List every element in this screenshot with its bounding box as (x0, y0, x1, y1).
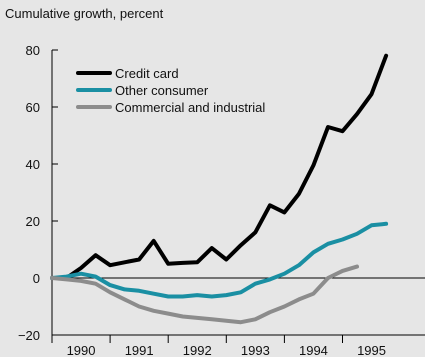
legend-label: Commercial and industrial (115, 100, 265, 115)
x-tick-label: 1994 (299, 343, 328, 357)
x-tick-label: 1995 (357, 343, 386, 357)
x-tick-label: 1992 (183, 343, 212, 357)
x-tick-label: 1991 (125, 343, 154, 357)
x-tick-label: 1993 (241, 343, 270, 357)
y-tick-label: 40 (26, 157, 40, 172)
legend-label: Other consumer (115, 83, 209, 98)
y-axis-label: Cumulative growth, percent (5, 6, 164, 21)
axes: −20 0 20 40 60 80 1990 1991 1992 1993 1994 1995 (18, 43, 425, 357)
y-tick-label: 60 (26, 100, 40, 115)
y-tick-label: 80 (26, 43, 40, 58)
legend-label: Credit card (115, 66, 179, 81)
y-tick-label: 0 (33, 271, 40, 286)
legend: Credit card Other consumer Commercial and … (76, 66, 265, 115)
series-layer (50, 53, 389, 325)
x-tick-label: 1990 (67, 343, 96, 357)
series-line-other-consumer (50, 221, 389, 299)
y-tick-label: −20 (18, 328, 40, 343)
series-line-credit-card (50, 53, 389, 280)
series-line-commercial-and-industrial (50, 264, 359, 325)
y-tick-label: 20 (26, 214, 40, 229)
